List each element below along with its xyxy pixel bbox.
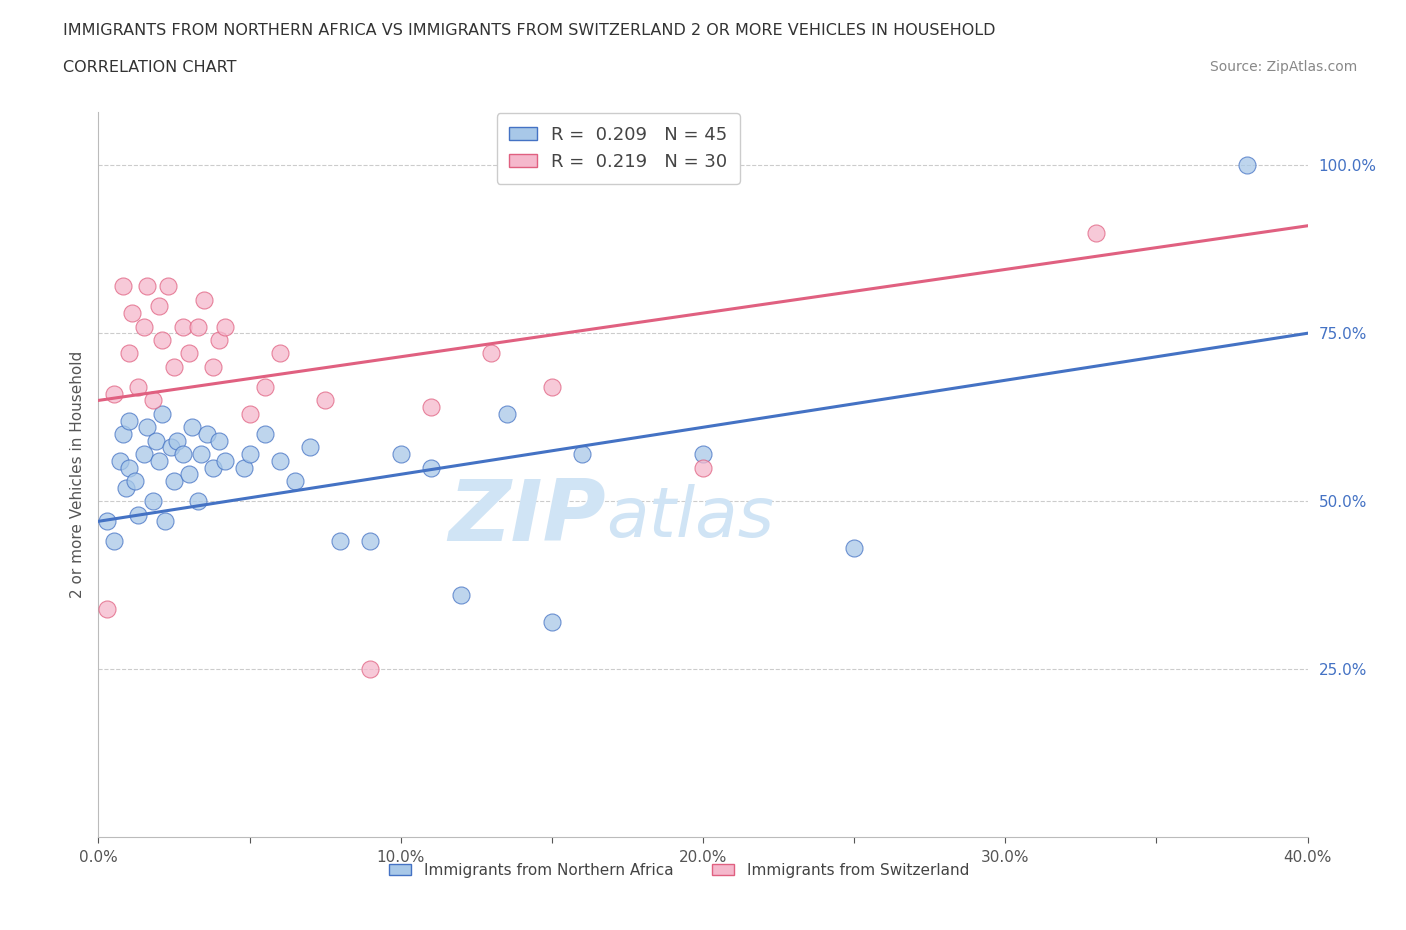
Point [118, 413, 141, 428]
Point [96, 601, 118, 616]
Point [108, 454, 131, 469]
Point [118, 346, 141, 361]
Point [202, 460, 225, 475]
Point [540, 615, 562, 630]
Point [214, 319, 236, 334]
Point [187, 319, 209, 334]
Point [179, 346, 201, 361]
Point [214, 454, 236, 469]
Text: Source: ZipAtlas.com: Source: ZipAtlas.com [1209, 60, 1357, 74]
Point [148, 299, 170, 313]
Point [195, 427, 218, 442]
Point [481, 346, 503, 361]
Point [127, 379, 149, 394]
Y-axis label: 2 or more Vehicles in Household: 2 or more Vehicles in Household [69, 351, 84, 598]
Point [208, 433, 231, 448]
Point [540, 379, 562, 394]
Point [360, 661, 382, 676]
Point [269, 346, 291, 361]
Point [208, 333, 231, 348]
Point [150, 333, 173, 348]
Point [172, 319, 194, 334]
Point [163, 473, 186, 488]
Point [121, 306, 143, 321]
Point [269, 454, 291, 469]
Point [389, 446, 412, 461]
Point [193, 292, 215, 307]
Point [103, 534, 125, 549]
Text: CORRELATION CHART: CORRELATION CHART [63, 60, 236, 75]
Point [1236, 158, 1258, 173]
Point [132, 446, 155, 461]
Point [160, 440, 183, 455]
Point [692, 460, 714, 475]
Text: atlas: atlas [606, 485, 775, 551]
Point [124, 473, 146, 488]
Point [284, 473, 307, 488]
Point [114, 480, 136, 495]
Legend: Immigrants from Northern Africa, Immigrants from Switzerland: Immigrants from Northern Africa, Immigra… [382, 857, 976, 884]
Point [239, 406, 262, 421]
Point [135, 279, 157, 294]
Point [96, 514, 118, 529]
Point [329, 534, 352, 549]
Point [118, 460, 141, 475]
Point [495, 406, 517, 421]
Point [1085, 225, 1108, 240]
Point [239, 446, 262, 461]
Point [420, 400, 443, 415]
Point [142, 494, 165, 509]
Point [299, 440, 322, 455]
Point [153, 514, 176, 529]
Point [190, 446, 212, 461]
Point [145, 433, 167, 448]
Point [163, 359, 186, 374]
Point [253, 427, 276, 442]
Point [166, 433, 188, 448]
Point [360, 534, 382, 549]
Point [103, 386, 125, 401]
Point [156, 279, 179, 294]
Point [111, 279, 134, 294]
Point [132, 319, 155, 334]
Point [450, 588, 472, 603]
Point [253, 379, 276, 394]
Point [187, 494, 209, 509]
Text: IMMIGRANTS FROM NORTHERN AFRICA VS IMMIGRANTS FROM SWITZERLAND 2 OR MORE VEHICLE: IMMIGRANTS FROM NORTHERN AFRICA VS IMMIG… [63, 23, 995, 38]
Point [127, 507, 149, 522]
Point [142, 393, 165, 408]
Point [202, 359, 225, 374]
Point [150, 406, 173, 421]
Point [692, 446, 714, 461]
Point [172, 446, 194, 461]
Point [844, 540, 866, 555]
Point [571, 446, 593, 461]
Text: ZIP: ZIP [449, 476, 606, 559]
Point [111, 427, 134, 442]
Point [135, 419, 157, 434]
Point [232, 460, 254, 475]
Point [420, 460, 443, 475]
Point [181, 419, 204, 434]
Point [314, 393, 336, 408]
Point [148, 454, 170, 469]
Point [179, 467, 201, 482]
